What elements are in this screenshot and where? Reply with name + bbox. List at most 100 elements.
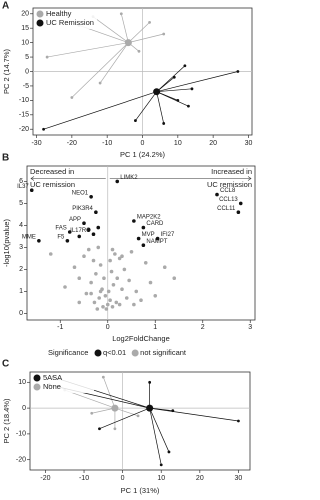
point — [136, 414, 140, 418]
x-tick-label: -20 — [67, 140, 77, 147]
point — [124, 296, 129, 300]
point — [70, 96, 74, 99]
point — [190, 87, 194, 91]
point — [237, 419, 240, 423]
y-tick-label: 0 — [25, 68, 29, 75]
spoke — [47, 42, 129, 58]
point — [120, 254, 124, 258]
centroid — [111, 404, 119, 412]
x-axis-title: PC 1 (31%) — [121, 486, 160, 495]
point — [120, 287, 124, 292]
y-tick-label: -5 — [23, 83, 29, 90]
annotation: Increased in — [211, 167, 252, 176]
x-tick-label: -10 — [102, 140, 112, 147]
point — [29, 188, 34, 192]
point — [82, 221, 86, 225]
point — [72, 265, 77, 270]
point — [104, 307, 109, 311]
point-label: FAS — [55, 226, 66, 232]
x-tick-label: 20 — [196, 475, 204, 482]
spoke — [120, 13, 129, 43]
arrow-head — [30, 176, 35, 181]
spoke — [103, 377, 116, 409]
legend-label: Healthy — [46, 9, 72, 18]
spoke — [156, 65, 186, 92]
point-label: PIK3R4 — [72, 206, 93, 212]
point — [65, 239, 70, 243]
spoke — [43, 91, 157, 130]
point — [113, 427, 117, 431]
point — [171, 409, 175, 413]
arrow-head — [247, 176, 252, 181]
spoke — [64, 389, 116, 409]
point-label: IFI27 — [161, 232, 175, 238]
spoke — [149, 407, 173, 412]
x-tick-label: 30 — [235, 475, 243, 482]
point — [98, 289, 103, 294]
point — [187, 104, 190, 108]
y-tick-label: 0 — [19, 310, 23, 317]
point — [236, 210, 241, 214]
plot-frame — [26, 165, 256, 321]
point — [183, 64, 187, 68]
point — [98, 81, 102, 85]
point — [94, 272, 98, 276]
point — [91, 258, 96, 263]
y-tick-label: -20 — [19, 126, 29, 133]
y-axis-title: PC 2 (14.7%) — [2, 48, 11, 94]
point — [122, 267, 127, 272]
x-tick-label: -10 — [79, 475, 89, 482]
point — [172, 276, 177, 281]
y-tick-label: 5 — [25, 54, 29, 61]
spoke — [71, 42, 129, 98]
point — [90, 411, 94, 415]
point — [111, 283, 116, 287]
point-label: MME — [22, 234, 36, 240]
point-label: LIMK2 — [120, 175, 138, 181]
y-tick-label: 1 — [19, 288, 23, 295]
point — [98, 263, 103, 267]
point — [86, 228, 91, 232]
point — [95, 307, 100, 311]
spoke — [156, 91, 165, 124]
point — [215, 192, 219, 197]
point-label: IL37 — [17, 184, 29, 190]
x-tick-label: 0 — [106, 324, 110, 331]
spoke — [92, 16, 129, 43]
plot-frame — [29, 371, 251, 471]
spoke — [156, 88, 192, 93]
point — [45, 55, 49, 59]
spoke — [99, 407, 150, 430]
x-tick-label: 0 — [121, 475, 125, 482]
legend-swatch — [131, 349, 139, 357]
point — [63, 285, 67, 289]
point — [155, 236, 160, 241]
y-axis-title: PC 2 (18.4%) — [2, 398, 11, 444]
point — [89, 280, 93, 285]
point — [159, 463, 163, 467]
x-tick-label: 10 — [157, 475, 165, 482]
point — [97, 296, 101, 300]
point-label: CCL8 — [220, 188, 236, 194]
point — [48, 252, 53, 256]
x-tick-label: 1 — [153, 324, 157, 331]
point — [119, 12, 123, 16]
x-tick-label: 30 — [245, 140, 253, 147]
x-tick-label: 20 — [209, 140, 217, 147]
legend-label: UC Remission — [46, 18, 94, 27]
point — [117, 256, 122, 261]
legend-swatch — [33, 374, 41, 382]
point — [101, 305, 105, 309]
point — [139, 298, 143, 303]
point — [134, 289, 139, 294]
point — [42, 127, 45, 131]
point — [153, 294, 158, 298]
point — [162, 32, 166, 36]
point — [136, 236, 141, 241]
point — [172, 75, 176, 79]
point — [105, 302, 110, 307]
legend-title: Significance — [48, 348, 88, 357]
spoke — [149, 407, 170, 453]
